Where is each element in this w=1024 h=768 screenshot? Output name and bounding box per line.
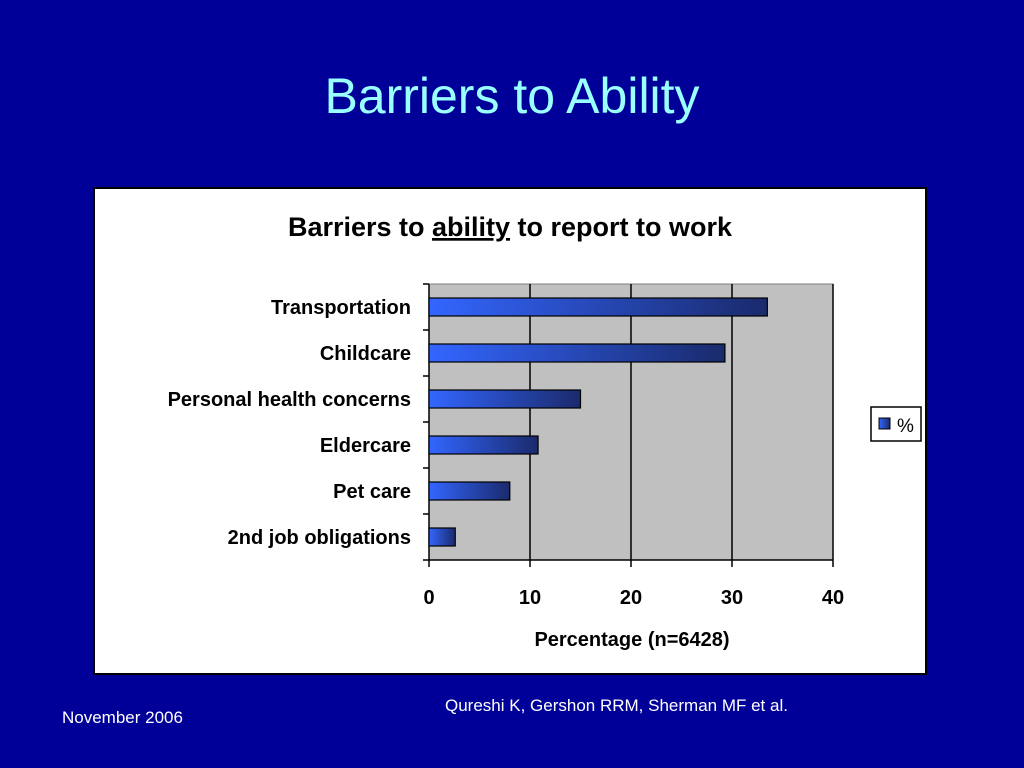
y-category-label: Transportation bbox=[271, 297, 411, 319]
bar bbox=[428, 389, 582, 409]
bar bbox=[428, 527, 456, 547]
y-category-label: Pet care bbox=[333, 481, 411, 503]
chart-title-part-1: Barriers to bbox=[288, 212, 432, 242]
y-category-label: Personal health concerns bbox=[168, 389, 411, 411]
legend-label: % bbox=[897, 416, 914, 437]
chart-title-part-2: ability bbox=[432, 212, 510, 242]
chart-container: Barriers to ability to report to work 0 1… bbox=[93, 187, 927, 675]
y-category-label: 2nd job obligations bbox=[228, 527, 411, 549]
slide-title: Barriers to Ability bbox=[324, 68, 700, 124]
x-tick-label: 40 bbox=[822, 587, 844, 609]
chart-title: Barriers to ability to report to work bbox=[288, 212, 733, 242]
x-tick-label: 20 bbox=[620, 587, 642, 609]
legend-swatch bbox=[878, 417, 891, 430]
chart-title-part-3: to report to work bbox=[510, 212, 733, 242]
x-axis-label: Percentage (n=6428) bbox=[534, 629, 729, 651]
bar bbox=[428, 343, 726, 363]
y-category-label: Childcare bbox=[320, 343, 411, 365]
bar bbox=[428, 297, 768, 317]
footer-date: November 2006 bbox=[62, 708, 183, 727]
footer-citation: Qureshi K, Gershon RRM, Sherman MF et al… bbox=[445, 696, 788, 715]
bar bbox=[428, 435, 539, 455]
x-tick-label: 10 bbox=[519, 587, 541, 609]
x-tick-label: 30 bbox=[721, 587, 743, 609]
legend: % bbox=[870, 406, 922, 442]
y-category-label: Eldercare bbox=[320, 435, 411, 457]
bar-chart: Barriers to ability to report to work 0 1… bbox=[168, 212, 922, 651]
x-tick-label: 0 bbox=[423, 587, 434, 609]
bar bbox=[428, 481, 511, 501]
